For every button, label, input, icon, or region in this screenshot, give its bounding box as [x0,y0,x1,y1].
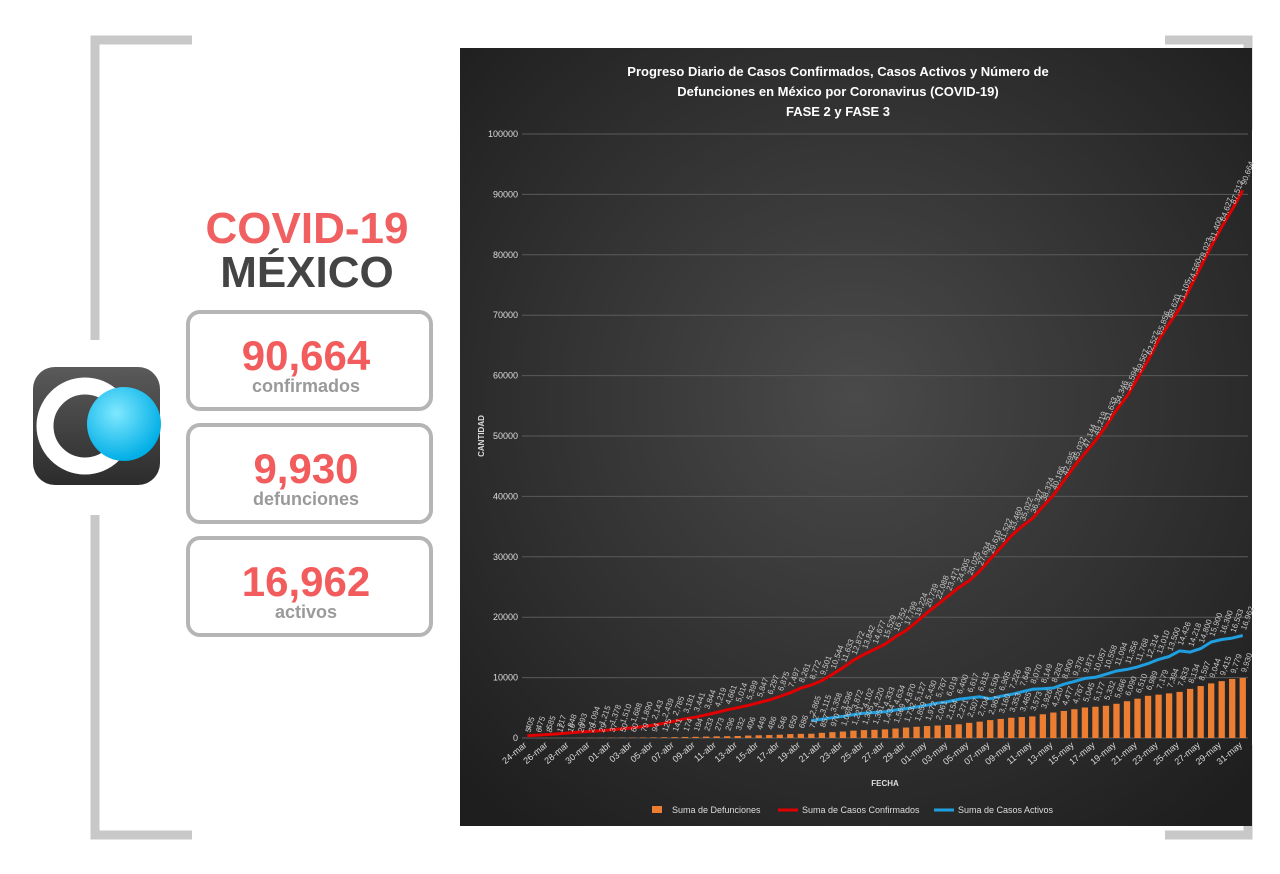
bar [1019,717,1025,738]
bar [798,734,804,738]
panel-subtitle: MÉXICO [220,247,394,297]
y-tick-label: 60000 [493,371,518,381]
bar [1145,696,1151,738]
bar [987,720,993,738]
bar [1008,718,1014,738]
bar [998,719,1004,738]
legend-label: Suma de Casos Activos [958,805,1054,815]
stat-label: confirmados [252,376,360,396]
bar [966,723,972,738]
bar [1240,678,1246,738]
bar [1082,708,1088,738]
y-tick-label: 0 [513,733,518,743]
bar [1124,701,1130,738]
y-tick-label: 100000 [488,129,518,139]
bar [819,733,825,738]
bar [745,736,751,738]
bar [735,736,741,738]
stat-value: 90,664 [242,332,371,379]
stat-value: 9,930 [253,445,358,492]
bar [977,722,983,738]
bar [924,726,930,738]
bar [756,735,762,738]
bar [1208,683,1214,738]
chart-title: Defunciones en México por Coronavirus (C… [677,84,998,99]
bar [1219,681,1225,738]
chart-title: FASE 2 y FASE 3 [786,104,890,119]
bar [945,725,951,738]
bar [777,735,783,738]
stat-label: defunciones [253,489,359,509]
bar [1050,713,1056,738]
bar [1134,699,1140,738]
bar [1229,679,1235,738]
bar [1092,707,1098,738]
bar [850,731,856,738]
bar [692,737,698,738]
bar [1071,709,1077,738]
bar [955,724,961,738]
legend-swatch [652,806,662,813]
y-axis-label: CANTIDAD [477,415,486,457]
bar [871,730,877,738]
y-tick-label: 90000 [493,189,518,199]
legend-label: Suma de Casos Confirmados [802,805,920,815]
y-tick-label: 50000 [493,431,518,441]
bar [1103,706,1109,738]
logo [33,367,161,485]
stat-label: activos [275,602,337,622]
bar [724,736,730,738]
bar [840,732,846,738]
bar [661,737,667,738]
bar [703,737,709,738]
y-tick-label: 80000 [493,250,518,260]
bar [892,729,898,738]
bar [913,727,919,738]
bar [1166,693,1172,738]
bar [1061,711,1067,738]
bar [1040,714,1046,738]
y-tick-label: 30000 [493,552,518,562]
bar [1197,686,1203,738]
bar [829,732,835,738]
bar [1113,704,1119,738]
chart-title: Progreso Diario de Casos Confirmados, Ca… [627,64,1048,79]
legend-label: Suma de Defunciones [672,805,761,815]
bar [1176,692,1182,738]
x-axis-label: FECHA [871,779,899,788]
bar [861,730,867,738]
bar [1155,695,1161,738]
bar [882,729,888,738]
bar [682,737,688,738]
bar [934,726,940,738]
y-tick-label: 20000 [493,612,518,622]
bar [903,728,909,738]
panel-title: COVID-19 [206,204,409,253]
bar [1187,689,1193,738]
bar [766,735,772,738]
bar [1029,716,1035,738]
stat-value: 16,962 [242,558,370,605]
y-tick-label: 40000 [493,491,518,501]
bar [808,734,814,738]
bar [713,736,719,738]
bar [787,734,793,738]
y-tick-label: 70000 [493,310,518,320]
y-tick-label: 10000 [493,673,518,683]
bar [671,737,677,738]
bar [650,737,656,738]
